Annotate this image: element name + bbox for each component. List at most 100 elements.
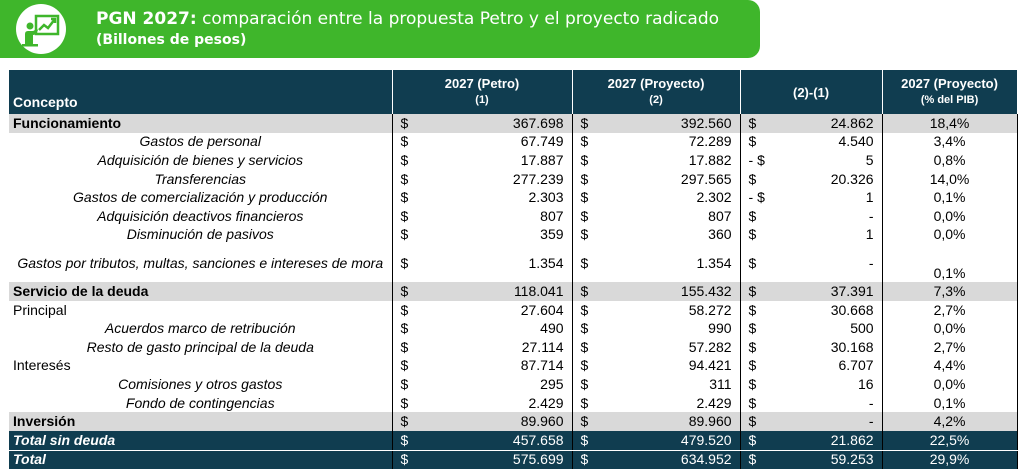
value-diff: -: [780, 412, 883, 431]
value-diff: 59.253: [780, 450, 883, 471]
currency-symbol: $: [571, 188, 613, 207]
row-concept: Acuerdos marco de retribución: [104, 320, 296, 337]
currency-symbol: $: [739, 206, 781, 226]
value-diff: 1: [865, 226, 874, 243]
currency-symbol: $: [571, 114, 613, 133]
currency-symbol: $: [571, 319, 613, 338]
currency-symbol: $: [739, 412, 781, 431]
row-concept: Principal: [13, 301, 67, 318]
currency-symbol: $: [391, 132, 432, 152]
value-proyecto: 2.429: [696, 394, 732, 411]
row-concept: Gastos por tributos, multas, sanciones e…: [17, 255, 384, 272]
row-concept: Interesés: [13, 357, 71, 374]
value-petro: 359: [540, 226, 564, 243]
table-row: Servicio de la deuda $118.041 $155.432 $…: [9, 282, 1018, 301]
currency-symbol: $: [391, 244, 432, 283]
row-concept: Fondo de contingencias: [125, 394, 275, 411]
value-proyecto: 58.272: [688, 301, 732, 318]
value-pib: 3,4%: [881, 132, 1018, 152]
value-proyecto: 297.565: [680, 170, 732, 187]
row-concept: Comisiones y otros gastos: [118, 375, 283, 392]
row-concept: Adquisición de bienes y servicios: [97, 151, 303, 168]
value-pib: 0,0%: [881, 225, 1018, 245]
row-concept: Gastos de comercialización y producción: [73, 189, 328, 206]
title-rest-part: comparación entre la propuesta Petro y e…: [196, 9, 720, 29]
table-row: Gastos por tributos, multas, sanciones e…: [9, 244, 1018, 283]
value-pib: 0,1%: [881, 244, 1018, 283]
value-pib: 14,0%: [881, 169, 1018, 189]
currency-symbol: $: [571, 244, 613, 283]
currency-symbol: $: [391, 412, 432, 431]
currency-symbol: $: [391, 188, 432, 207]
value-proyecto: 155.432: [612, 282, 741, 301]
header-pib: 2027 (Proyecto) (% del PIB): [882, 70, 1018, 114]
header-diff: (2)-(1): [740, 70, 883, 114]
value-pib: 2,7%: [881, 300, 1018, 320]
value-petro: 89.960: [432, 412, 573, 431]
table-row: Resto de gasto principal de la deuda $27…: [9, 337, 1018, 357]
value-proyecto: 72.289: [688, 133, 732, 150]
table-header-row: Concepto 2027 (Petro) (1) 2027 (Proyecto)…: [9, 70, 1018, 114]
currency-symbol: $: [739, 375, 781, 394]
value-pib: 0,0%: [881, 319, 1018, 338]
currency-symbol: $: [571, 393, 613, 413]
row-concept: Inversión: [9, 412, 392, 431]
header-proyecto: 2027 (Proyecto) (2): [572, 70, 741, 114]
currency-symbol: $: [571, 225, 613, 245]
header-petro-number: (1): [475, 94, 489, 106]
value-proyecto: 94.421: [688, 357, 732, 374]
header-concepto: Concepto: [9, 70, 393, 114]
value-proyecto: 311: [709, 375, 732, 392]
table-row: Acuerdos marco de retribución $490 $990 …: [9, 319, 1018, 338]
value-diff: 30.668: [830, 301, 874, 318]
currency-symbol: $: [391, 206, 432, 226]
table-row: Principal $27.604 $58.272 $30.668 2,7%: [9, 300, 1018, 320]
currency-symbol: $: [739, 132, 781, 152]
header-pib-label: 2027 (Proyecto): [901, 76, 998, 91]
currency-symbol: $: [391, 337, 432, 357]
value-diff: 37.391: [780, 282, 883, 301]
value-proyecto: 990: [708, 320, 732, 337]
value-petro: 457.658: [432, 430, 573, 451]
currency-symbol: $: [391, 282, 432, 301]
table-row: Adquisición de bienes y servicios $17.88…: [9, 151, 1018, 170]
value-pib: 0,0%: [881, 206, 1018, 226]
value-petro: 87.714: [520, 357, 564, 374]
currency-symbol: $: [739, 300, 781, 320]
table-row-total: Total $575.699 $634.952 $59.253 29,9%: [9, 450, 1018, 471]
currency-symbol: $: [739, 282, 781, 301]
table-row: Comisiones y otros gastos $295 $311 $16 …: [9, 375, 1018, 394]
value-proyecto: 634.952: [612, 450, 741, 471]
value-pib: 4,2%: [881, 412, 1018, 431]
currency-symbol: $: [391, 151, 432, 170]
currency-symbol: $: [391, 114, 432, 133]
value-petro: 2.303: [528, 189, 564, 206]
currency-symbol: $: [739, 319, 781, 338]
value-petro: 295: [540, 375, 564, 392]
currency-symbol: $: [571, 282, 613, 301]
value-petro: 1.354: [528, 254, 564, 271]
value-petro: 807: [540, 207, 564, 224]
table-row-total-sin-deuda: Total sin deuda $457.658 $479.520 $21.86…: [9, 430, 1018, 451]
growth-chart-logo-icon: [16, 4, 66, 54]
row-concept: Adquisición deactivos financieros: [97, 207, 304, 224]
table-row: Gastos de comercialización y producción …: [9, 188, 1018, 207]
value-proyecto: 1.354: [696, 254, 732, 271]
currency-symbol: $: [739, 244, 781, 283]
value-petro: 17.887: [520, 151, 564, 168]
header-title-block: PGN 2027: comparación entre la propuesta…: [96, 8, 719, 50]
currency-symbol: $: [571, 300, 613, 320]
value-petro: 118.041: [432, 282, 573, 301]
currency-symbol: $: [391, 375, 432, 394]
row-concept: Total: [9, 450, 392, 471]
value-diff: 5: [865, 151, 874, 168]
header-petro: 2027 (Petro) (1): [392, 70, 573, 114]
value-proyecto: 57.282: [688, 338, 732, 355]
currency-symbol: $: [739, 356, 781, 376]
currency-symbol: $: [391, 356, 432, 376]
table-row: Inversión $89.960 $89.960 $ - 4,2%: [9, 412, 1018, 431]
page-subtitle: (Billones de pesos): [96, 32, 247, 48]
table-row: Funcionamiento $367.698 $392.560 $24.862…: [9, 114, 1018, 133]
currency-symbol: $: [739, 225, 781, 245]
title-bold-part: PGN 2027:: [96, 9, 197, 29]
